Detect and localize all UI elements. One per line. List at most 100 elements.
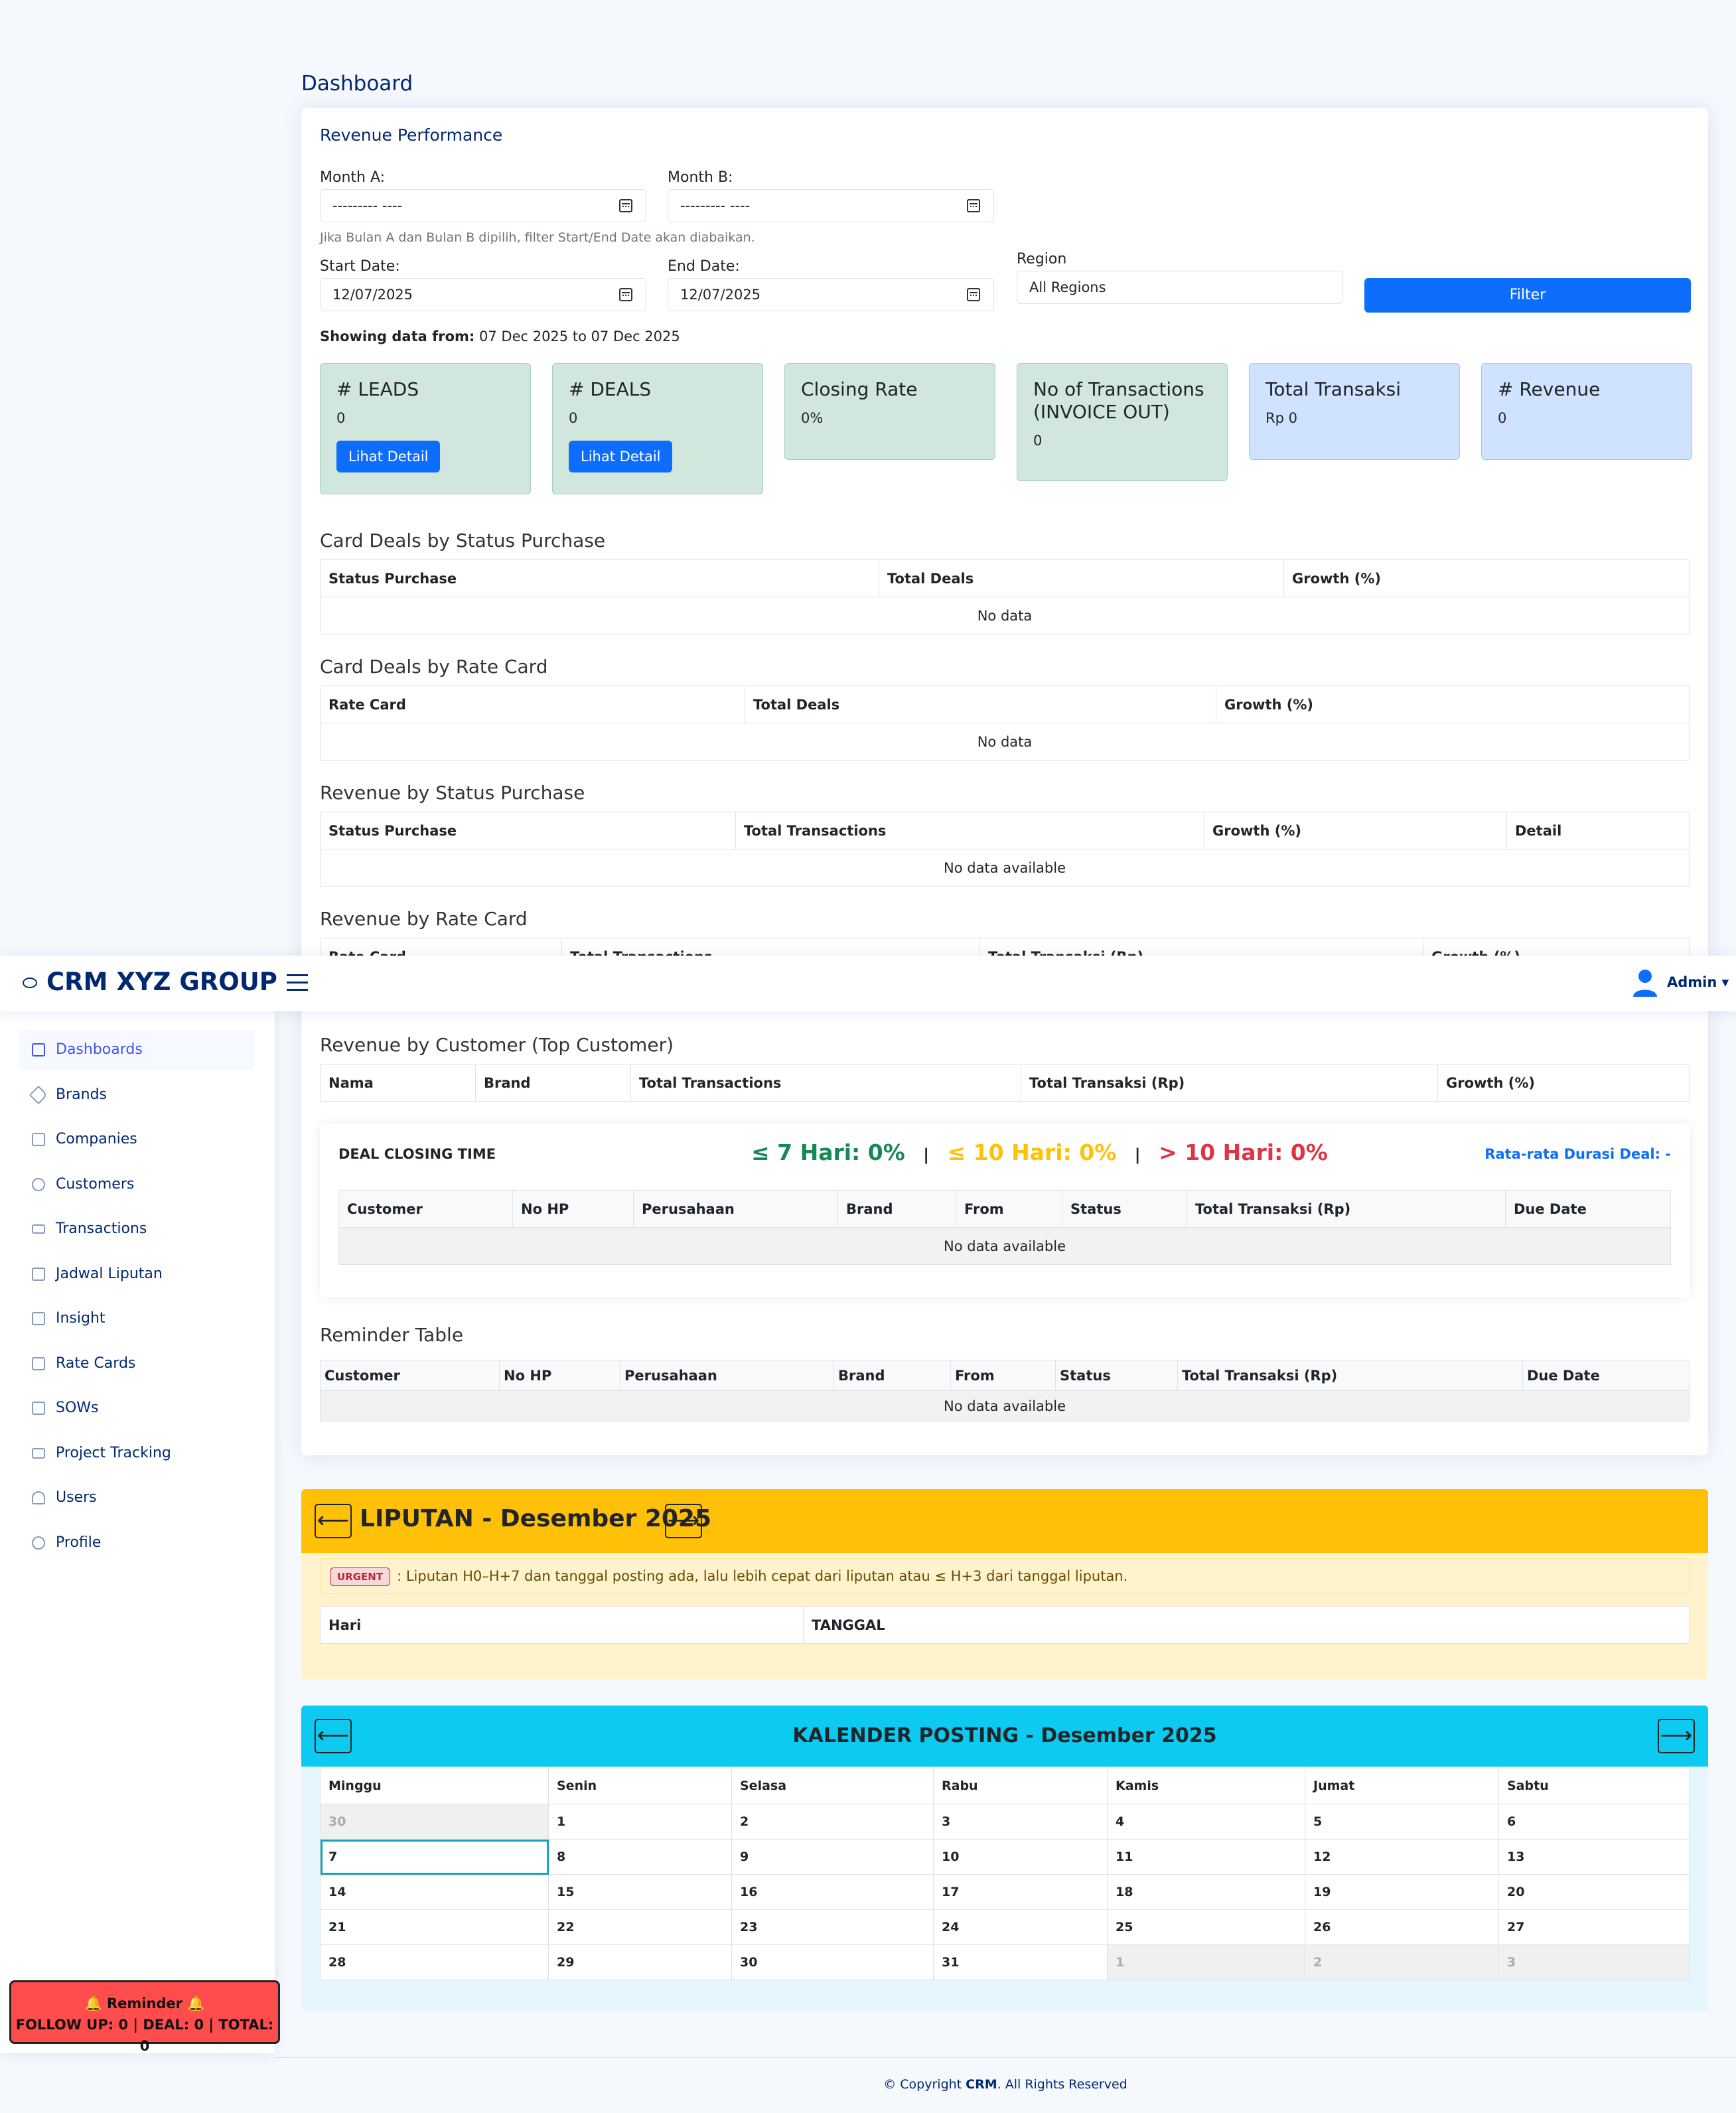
avatar-icon[interactable]	[1632, 969, 1658, 998]
kalender-title: KALENDER POSTING - Desember 2025	[792, 1724, 1217, 1747]
empty-row: No data available	[320, 849, 1690, 887]
calendar-day[interactable]: 13	[1498, 1839, 1690, 1875]
leads-detail-button[interactable]: Lihat Detail	[336, 441, 441, 473]
calendar-day[interactable]: 19	[1305, 1874, 1499, 1910]
calendar-day[interactable]: 3	[1498, 1944, 1690, 1980]
calendar-day[interactable]: 18	[1107, 1874, 1305, 1910]
month-b-input[interactable]: --------- ----	[668, 189, 994, 222]
empty-row: No data available	[320, 1390, 1690, 1421]
menu-toggle-icon[interactable]	[287, 974, 308, 993]
calendar-day[interactable]: 9	[731, 1839, 934, 1875]
kalender-next-button[interactable]: ⟶	[1658, 1719, 1695, 1753]
calendar-day[interactable]: 3	[933, 1804, 1108, 1840]
calendar-day[interactable]: 4	[1107, 1804, 1305, 1840]
sidebar-item-rate-cards[interactable]: Rate Cards	[19, 1344, 255, 1384]
calendar-day-today[interactable]: 7	[320, 1839, 549, 1875]
deal-closing-stats: ≤ 7 Hari: 0% | ≤ 10 Hari: 0% | > 10 Hari…	[751, 1139, 1328, 1165]
calendar-day[interactable]: 26	[1305, 1909, 1499, 1945]
liputan-prev-button[interactable]: ⟵	[315, 1504, 352, 1538]
liputan-next-button[interactable]: ⟶	[665, 1504, 702, 1538]
top-header: CRM XYZ GROUP Admin ▾	[0, 956, 1736, 1011]
tag-icon	[29, 1085, 48, 1105]
calendar-day[interactable]: 11	[1107, 1839, 1305, 1875]
calendar-day[interactable]: 21	[320, 1909, 549, 1945]
showing-range: Showing data from: 07 Dec 2025 to 07 Dec…	[320, 328, 680, 344]
sidebar-item-jadwal-liputan[interactable]: Jadwal Liputan	[19, 1254, 255, 1294]
calendar-day[interactable]: 25	[1107, 1909, 1305, 1945]
stat-title: # LEADS	[336, 378, 419, 400]
calendar-day[interactable]: 29	[548, 1944, 732, 1980]
logo-icon	[23, 978, 37, 988]
sidebar-item-insight[interactable]: Insight	[19, 1299, 255, 1339]
calendar-day[interactable]: 10	[933, 1839, 1108, 1875]
end-date-input[interactable]: 12/07/2025	[668, 278, 994, 311]
col-header: Growth (%)	[1283, 559, 1690, 597]
page-title: Dashboard	[301, 72, 413, 96]
sidebar-item-users[interactable]: Users	[19, 1478, 255, 1518]
deals-detail-button[interactable]: Lihat Detail	[569, 441, 673, 473]
user-menu[interactable]: Admin ▾	[1667, 974, 1729, 990]
calendar-day[interactable]: 14	[320, 1874, 549, 1910]
reminder-table: Customer No HP Perusahaan Brand From Sta…	[320, 1360, 1690, 1421]
reminder-box[interactable]: 🔔 Reminder 🔔 FOLLOW UP: 0 | DEAL: 0 | TO…	[9, 1980, 280, 2054]
calendar-icon[interactable]	[967, 288, 980, 301]
calendar-day[interactable]: 2	[731, 1804, 934, 1840]
calendar-day[interactable]: 30	[731, 1944, 934, 1980]
calendar-day[interactable]: 28	[320, 1944, 549, 1980]
calendar-day[interactable]: 24	[933, 1909, 1108, 1945]
calendar-day[interactable]: 1	[548, 1804, 732, 1840]
calendar-day[interactable]: 30	[320, 1804, 549, 1840]
calendar-day[interactable]: 5	[1305, 1804, 1499, 1840]
month-a-input[interactable]: --------- ----	[320, 189, 646, 222]
app-logo[interactable]: CRM XYZ GROUP	[46, 968, 277, 996]
calendar-day[interactable]: 16	[731, 1874, 934, 1910]
day-header: Rabu	[933, 1767, 1108, 1804]
sidebar-item-label: Profile	[56, 1534, 102, 1551]
calendar-day[interactable]: 6	[1498, 1804, 1690, 1840]
kalender-grid: Minggu Senin Selasa Rabu Kamis Jumat Sab…	[320, 1767, 1690, 1980]
sidebar-item-project-tracking[interactable]: Project Tracking	[19, 1433, 255, 1473]
col-header: From	[956, 1190, 1062, 1228]
calendar-day[interactable]: 31	[933, 1944, 1108, 1980]
rev-status-table: Status Purchase Total Transactions Growt…	[320, 812, 1690, 887]
filter-button[interactable]: Filter	[1364, 278, 1691, 313]
urgent-note: URGENT: Liputan H0–H+7 dan tanggal posti…	[320, 1558, 1690, 1594]
calendar-day[interactable]: 20	[1498, 1874, 1690, 1910]
empty-row: No data	[320, 723, 1690, 761]
calendar-icon[interactable]	[619, 199, 632, 212]
sidebar-item-companies[interactable]: Companies	[19, 1120, 255, 1159]
region-select[interactable]: All Regions	[1017, 271, 1343, 304]
sidebar-item-transactions[interactable]: Transactions	[19, 1209, 255, 1249]
sidebar-item-sows[interactable]: SOWs	[19, 1388, 255, 1428]
deals-rate-table: Rate Card Total Deals Growth (%) No data	[320, 686, 1690, 761]
deals-status-table: Status Purchase Total Deals Growth (%) N…	[320, 559, 1690, 634]
calendar-day[interactable]: 15	[548, 1874, 732, 1910]
calendar-icon[interactable]	[619, 288, 632, 301]
sidebar-item-customers[interactable]: Customers	[19, 1165, 255, 1204]
calendar-day[interactable]: 1	[1107, 1944, 1305, 1980]
day-header: Selasa	[731, 1767, 934, 1804]
calendar-day[interactable]: 27	[1498, 1909, 1690, 1945]
closing-rate-card: Closing Rate 0%	[784, 363, 995, 460]
calendar-day[interactable]: 8	[548, 1839, 732, 1875]
sidebar-item-profile[interactable]: Profile	[19, 1523, 255, 1563]
revenue-performance-title: Revenue Performance	[320, 125, 503, 145]
filter-hint: Jika Bulan A dan Bulan B dipilih, filter…	[320, 230, 755, 245]
calendar-day[interactable]: 17	[933, 1874, 1108, 1910]
sidebar-item-brands[interactable]: Brands	[19, 1075, 255, 1115]
kalender-prev-button[interactable]: ⟵	[315, 1719, 352, 1753]
sidebar-item-label: Project Tracking	[56, 1445, 171, 1461]
stat-value: 0	[1498, 410, 1507, 426]
calendar-day[interactable]: 22	[548, 1909, 732, 1945]
sidebar-item-dashboards[interactable]: Dashboards	[19, 1030, 255, 1070]
folder-icon	[32, 1448, 45, 1459]
calendar-day[interactable]: 2	[1305, 1944, 1499, 1980]
calendar-day[interactable]: 23	[731, 1909, 934, 1945]
calendar-day[interactable]: 12	[1305, 1839, 1499, 1875]
start-date-input[interactable]: 12/07/2025	[320, 278, 646, 311]
col-header: Perusahaan	[633, 1190, 838, 1228]
kalender-panel: ⟵ KALENDER POSTING - Desember 2025 ⟶ Min…	[301, 1706, 1708, 2011]
calendar-icon[interactable]	[967, 199, 980, 212]
day-header: Kamis	[1107, 1767, 1305, 1804]
deals-card: # DEALS 0 Lihat Detail	[552, 363, 763, 494]
